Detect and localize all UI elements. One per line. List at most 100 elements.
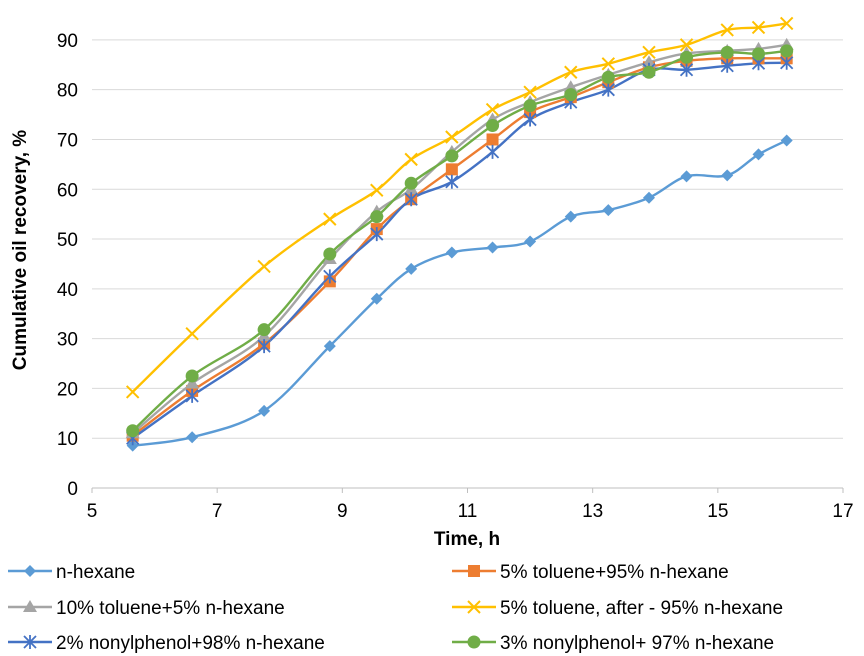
data-point [486,241,499,254]
legend-label: 5% toluene+95% n-hexane [500,562,729,583]
data-point [602,204,615,217]
data-point [370,183,384,197]
data-point [126,424,140,438]
data-point [720,58,734,73]
legend-item: 2% nonylphenol+98% n-hexane [8,633,325,654]
series-line [131,56,787,437]
y-tick-label: 0 [67,479,78,500]
axes [91,487,844,493]
y-tick-label: 30 [57,330,78,351]
data-point [779,16,794,31]
data-point [485,102,500,117]
data-point [523,99,537,113]
data-point [323,212,337,226]
data-point [680,170,693,183]
legend-marker [468,565,480,577]
legend-label: 5% toluene, after - 95% n-hexane [500,598,783,619]
series-line [131,49,787,432]
data-point [258,404,271,417]
data-point [323,247,337,261]
data-point [564,88,578,102]
y-tick-label: 90 [57,31,78,52]
data-point [720,23,734,37]
data-point [486,119,500,133]
marker-layer [125,16,794,452]
legend-item: 3% nonylphenol+ 97% n-hexane [452,633,774,654]
data-point [486,133,499,146]
data-point [445,246,458,259]
y-tick-label: 70 [57,130,78,151]
data-point [445,174,459,189]
legend-item: 5% toluene, after - 95% n-hexane [452,598,783,619]
data-point [370,227,384,242]
data-point [257,323,271,337]
legend-item: 5% toluene+95% n-hexane [452,562,729,583]
y-axis-title: Cumulative oil recovery, % [10,130,31,371]
data-point [186,431,199,444]
x-tick-label: 15 [707,501,728,522]
y-tick-label: 60 [57,180,78,201]
y-tick-label: 10 [57,429,78,450]
legend-item: 10% toluene+5% n-hexane [8,598,285,619]
data-point [185,388,199,403]
tick-labels: 0 10 20 30 40 50 60 70 80 90 5 7 9 11 13 15 17 [57,31,854,522]
data-point [405,262,418,275]
data-point [679,62,694,77]
legend-marker [23,600,37,612]
legend-label: 10% toluene+5% n-hexane [56,598,285,619]
data-point [720,45,734,59]
data-point [404,176,418,190]
data-point [780,55,794,70]
data-point [257,339,271,354]
data-point [185,369,199,383]
data-point [642,65,656,79]
data-point [642,45,656,60]
data-point [680,50,694,64]
legend-marker [467,600,481,614]
data-point [257,259,271,274]
data-point [601,57,616,71]
data-point [370,292,383,305]
data-point [523,112,537,127]
x-tick-label: 7 [212,501,223,522]
y-tick-label: 20 [57,379,78,400]
data-point [601,82,615,97]
data-point [485,144,500,159]
data-point [564,65,578,79]
legend-label: 3% nonylphenol+ 97% n-hexane [500,633,774,654]
x-tick-label: 17 [832,501,853,522]
data-point [523,85,537,99]
series-layer [131,22,788,447]
legend-label: 2% nonylphenol+98% n-hexane [56,633,325,654]
data-point [524,235,537,248]
data-point [780,134,793,147]
legend-marker [23,635,37,649]
data-point [404,192,418,207]
data-point [752,47,766,61]
data-point [185,326,199,341]
x-axis-title: Time, h [434,529,500,550]
data-point [564,210,577,223]
data-point [780,44,794,58]
legend-marker [467,635,481,649]
data-point [125,385,140,399]
x-tick-label: 9 [337,501,348,522]
y-tick-label: 40 [57,280,78,301]
data-point [445,149,459,163]
data-point [126,439,139,452]
legend: n-hexane 5% toluene+95% n-hexane 10% tolue… [8,562,783,654]
data-point [601,70,615,84]
data-point [641,55,656,68]
data-point [445,130,459,144]
data-point [721,169,734,182]
series-line [131,61,787,440]
data-point [323,269,337,284]
gridlines [92,39,843,439]
series-line [132,139,788,447]
data-point [642,191,655,204]
data-point [404,152,418,167]
x-tick-label: 11 [458,501,478,522]
x-tick-label: 5 [87,501,98,522]
x-tick-label: 13 [582,501,603,522]
